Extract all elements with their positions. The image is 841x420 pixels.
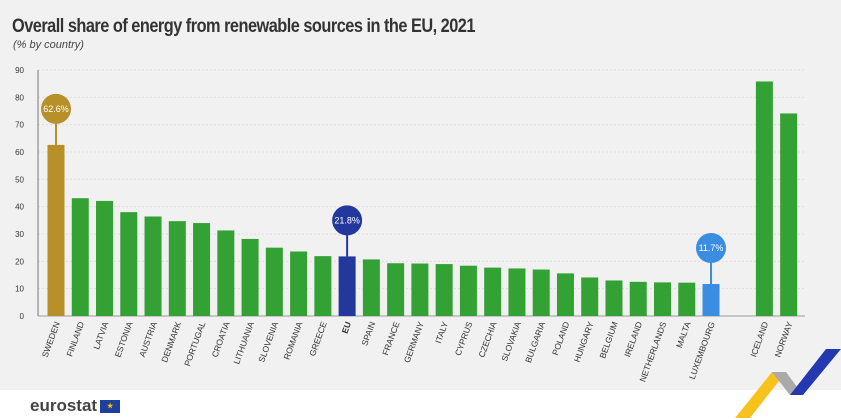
bar-hungary <box>581 277 599 316</box>
y-tick-label: 0 <box>20 312 25 321</box>
bar-ireland <box>629 281 647 316</box>
x-tick-label: SLOVENIA <box>256 320 280 364</box>
bar-latvia <box>96 200 114 316</box>
y-tick-label: 80 <box>15 93 24 102</box>
bar-slovakia <box>508 268 526 316</box>
y-tick-label: 40 <box>15 203 24 212</box>
x-tick-label: POLAND <box>550 320 571 356</box>
y-tick-label: 20 <box>15 257 24 266</box>
x-tick-label: ICELAND <box>748 320 770 358</box>
bar-belgium <box>605 280 623 316</box>
bar-romania <box>290 251 308 316</box>
x-tick-label: ESTONIA <box>113 320 135 359</box>
x-tick-label: ROMANIA <box>282 320 305 361</box>
bar-estonia <box>120 212 138 316</box>
y-tick-label: 70 <box>15 121 24 130</box>
bar-denmark <box>168 221 186 316</box>
callout-bubble <box>332 205 363 236</box>
callout-bubble <box>41 93 71 124</box>
y-tick-label: 30 <box>15 230 24 239</box>
x-tick-label: FRANCE <box>380 320 401 357</box>
x-tick-label: LUXEMBOURG <box>687 320 717 380</box>
x-tick-label: LATVIA <box>91 320 110 351</box>
bar-portugal <box>193 223 211 316</box>
x-tick-label: SLOVAKIA <box>499 320 523 363</box>
decor-yellow-stripe <box>735 372 786 418</box>
x-tick-label: SWEDEN <box>40 320 62 358</box>
bar-cyprus <box>459 265 477 316</box>
x-tick-label: HUNGARY <box>572 320 596 364</box>
x-tick-label: MALTA <box>674 320 693 349</box>
x-tick-label: IRELAND <box>622 320 644 358</box>
x-tick-label: GREECE <box>307 320 329 357</box>
bar-austria <box>144 216 162 316</box>
bar-luxembourg <box>702 284 720 316</box>
x-tick-label: LITHUANIA <box>231 320 256 365</box>
logo-text: eurostat <box>30 396 98 415</box>
callout-label: 62.6% <box>43 104 69 114</box>
y-tick-label: 50 <box>15 175 24 184</box>
x-tick-label: PORTUGAL <box>182 320 207 367</box>
x-tick-label: GERMANY <box>402 320 426 364</box>
bar-germany <box>411 263 429 316</box>
x-tick-label: EU <box>340 320 353 335</box>
x-tick-label: AUSTRIA <box>137 320 159 358</box>
y-tick-label: 60 <box>15 148 24 157</box>
bar-finland <box>71 198 89 316</box>
x-tick-label: SPAIN <box>359 320 377 347</box>
bar-croatia <box>217 230 235 316</box>
bar-iceland <box>755 81 773 316</box>
decor-blue-stripe <box>790 349 841 395</box>
callout-label: 21.8% <box>334 215 360 225</box>
y-tick-label: 10 <box>15 285 24 294</box>
bar-spain <box>362 259 380 316</box>
bar-greece <box>314 256 332 316</box>
x-tick-label: CZECHIA <box>476 320 498 359</box>
eu-flag-icon: ★ <box>100 399 121 413</box>
bar-malta <box>678 282 696 316</box>
x-tick-label: DENMARK <box>159 320 183 364</box>
chart-title: Overall share of energy from renewable s… <box>12 16 475 37</box>
bar-sweden <box>47 144 65 316</box>
chart-subtitle: (% by country) <box>13 39 84 51</box>
bar-italy <box>435 264 453 316</box>
bar-netherlands <box>654 282 671 316</box>
eurostat-logo: eurostat ★ <box>30 396 121 416</box>
bar-lithuania <box>241 238 259 316</box>
x-tick-label: NORWAY <box>772 320 794 359</box>
x-tick-label: FINLAND <box>64 320 86 358</box>
callout-label: 11.7% <box>699 243 724 253</box>
bar-slovenia <box>265 247 283 316</box>
x-tick-label: CROATIA <box>210 320 232 359</box>
bar-poland <box>556 273 574 316</box>
x-tick-label: BELGIUM <box>597 320 619 359</box>
bar-eu <box>338 256 356 316</box>
x-tick-label: ITALY <box>433 320 450 345</box>
chart-background <box>0 0 841 390</box>
bar-bulgaria <box>532 269 550 316</box>
y-tick-label: 90 <box>15 66 24 75</box>
bar-czechia <box>484 267 502 316</box>
x-tick-label: BULGARIA <box>523 320 547 364</box>
bar-norway <box>780 113 798 317</box>
bar-france <box>387 263 405 316</box>
callout-bubble <box>696 233 727 264</box>
x-tick-label: CYPRUS <box>453 320 475 357</box>
